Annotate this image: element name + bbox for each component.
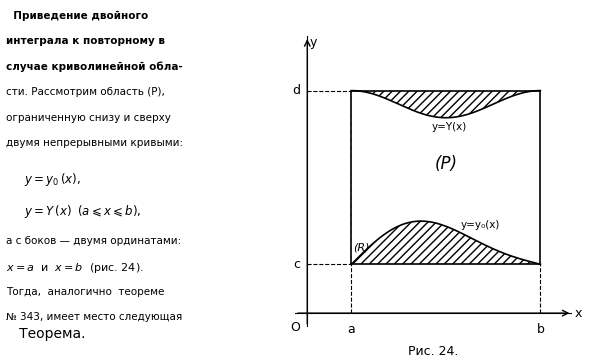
Text: Приведение двойного: Приведение двойного [6, 11, 148, 21]
Text: y: y [310, 36, 317, 49]
Text: y=y₀(x): y=y₀(x) [460, 220, 500, 230]
Text: a: a [348, 323, 355, 336]
Text: y=Y(x): y=Y(x) [432, 122, 467, 132]
Text: d: d [292, 84, 300, 97]
Text: x: x [575, 307, 582, 320]
Text: Рис. 24.: Рис. 24. [408, 345, 459, 358]
Text: (R): (R) [353, 243, 369, 253]
Polygon shape [352, 91, 540, 264]
Text: ограниченную снизу и сверху: ограниченную снизу и сверху [6, 113, 171, 123]
Text: сти. Рассмотрим область (P),: сти. Рассмотрим область (P), [6, 87, 165, 97]
Text: интеграла к повторному в: интеграла к повторному в [6, 36, 165, 46]
Text: $y=Y\,(x)\;\;(a\leqslant x\leqslant b),$: $y=Y\,(x)\;\;(a\leqslant x\leqslant b),$ [24, 203, 141, 220]
Text: Теорема.: Теорема. [6, 327, 86, 340]
Text: O: O [290, 321, 300, 334]
Text: (P): (P) [434, 155, 457, 173]
Text: c: c [293, 258, 300, 271]
Text: Тогда,  аналогично  теореме: Тогда, аналогично теореме [6, 287, 164, 297]
Text: b: b [536, 323, 545, 336]
Text: $x=a$  и  $x=b$  (рис. 24).: $x=a$ и $x=b$ (рис. 24). [6, 261, 144, 276]
Text: а с боков — двумя ординатами:: а с боков — двумя ординатами: [6, 236, 181, 246]
Text: двумя непрерывными кривыми:: двумя непрерывными кривыми: [6, 138, 183, 148]
Text: $y=y_0\,(x),$: $y=y_0\,(x),$ [24, 171, 80, 188]
Text: случае криволинейной обла-: случае криволинейной обла- [6, 62, 183, 72]
Text: № 343, имеет место следующая: № 343, имеет место следующая [6, 312, 182, 322]
